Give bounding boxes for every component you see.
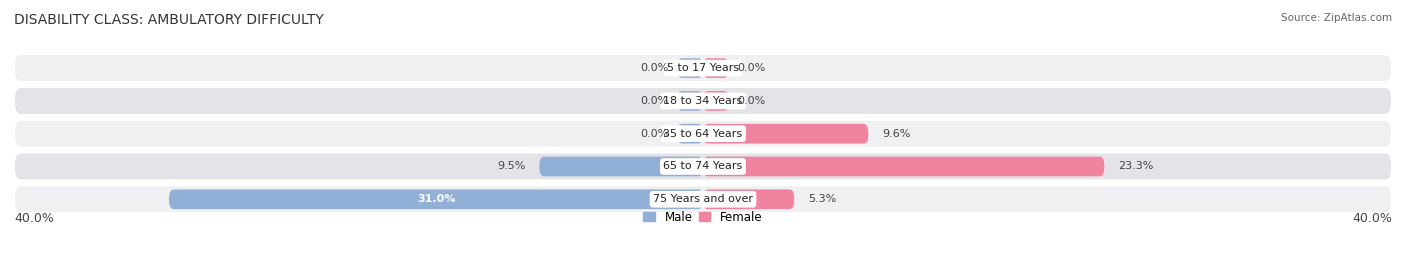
Text: 0.0%: 0.0% xyxy=(640,96,669,106)
Text: 31.0%: 31.0% xyxy=(416,194,456,204)
Text: 5 to 17 Years: 5 to 17 Years xyxy=(666,63,740,73)
FancyBboxPatch shape xyxy=(703,189,794,209)
Text: 65 to 74 Years: 65 to 74 Years xyxy=(664,161,742,171)
Text: 40.0%: 40.0% xyxy=(14,213,53,225)
FancyBboxPatch shape xyxy=(540,157,703,176)
FancyBboxPatch shape xyxy=(14,54,1392,82)
Text: 5.3%: 5.3% xyxy=(808,194,837,204)
Text: 0.0%: 0.0% xyxy=(738,96,766,106)
FancyBboxPatch shape xyxy=(678,91,703,111)
Text: 0.0%: 0.0% xyxy=(640,129,669,139)
Text: DISABILITY CLASS: AMBULATORY DIFFICULTY: DISABILITY CLASS: AMBULATORY DIFFICULTY xyxy=(14,13,323,27)
Text: 35 to 64 Years: 35 to 64 Years xyxy=(664,129,742,139)
FancyBboxPatch shape xyxy=(14,87,1392,115)
Text: 0.0%: 0.0% xyxy=(640,63,669,73)
FancyBboxPatch shape xyxy=(14,153,1392,180)
Text: 23.3%: 23.3% xyxy=(1118,161,1153,171)
Text: 40.0%: 40.0% xyxy=(1353,213,1392,225)
FancyBboxPatch shape xyxy=(703,91,728,111)
Text: Source: ZipAtlas.com: Source: ZipAtlas.com xyxy=(1281,13,1392,23)
FancyBboxPatch shape xyxy=(703,124,869,144)
FancyBboxPatch shape xyxy=(14,120,1392,148)
Legend: Male, Female: Male, Female xyxy=(638,206,768,228)
Text: 9.6%: 9.6% xyxy=(882,129,911,139)
FancyBboxPatch shape xyxy=(703,58,728,78)
FancyBboxPatch shape xyxy=(703,157,1104,176)
FancyBboxPatch shape xyxy=(678,124,703,144)
Text: 75 Years and over: 75 Years and over xyxy=(652,194,754,204)
FancyBboxPatch shape xyxy=(14,185,1392,213)
Text: 9.5%: 9.5% xyxy=(498,161,526,171)
Text: 0.0%: 0.0% xyxy=(738,63,766,73)
Text: 18 to 34 Years: 18 to 34 Years xyxy=(664,96,742,106)
FancyBboxPatch shape xyxy=(169,189,703,209)
FancyBboxPatch shape xyxy=(678,58,703,78)
